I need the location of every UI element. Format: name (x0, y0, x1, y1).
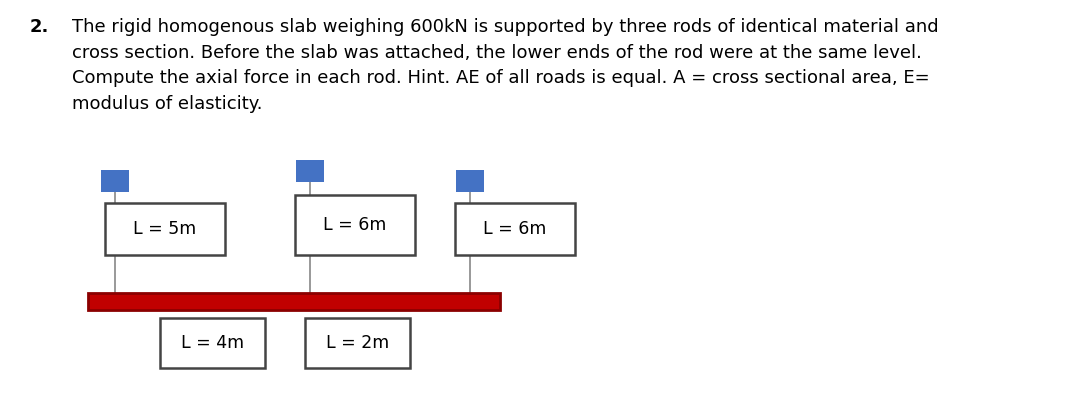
Text: L = 4m: L = 4m (181, 334, 244, 352)
FancyBboxPatch shape (456, 170, 484, 192)
FancyBboxPatch shape (296, 160, 324, 182)
FancyBboxPatch shape (88, 293, 500, 310)
FancyBboxPatch shape (101, 170, 129, 192)
FancyBboxPatch shape (160, 318, 265, 368)
Text: L = 2m: L = 2m (326, 334, 390, 352)
FancyBboxPatch shape (295, 195, 415, 255)
FancyBboxPatch shape (455, 203, 575, 255)
Text: L = 6m: L = 6m (324, 216, 386, 234)
FancyBboxPatch shape (105, 203, 226, 255)
Text: 2.: 2. (30, 18, 50, 36)
FancyBboxPatch shape (305, 318, 410, 368)
Text: The rigid homogenous slab weighing 600kN is supported by three rods of identical: The rigid homogenous slab weighing 600kN… (72, 18, 939, 113)
Text: L = 5m: L = 5m (134, 220, 196, 238)
Text: L = 6m: L = 6m (483, 220, 547, 238)
